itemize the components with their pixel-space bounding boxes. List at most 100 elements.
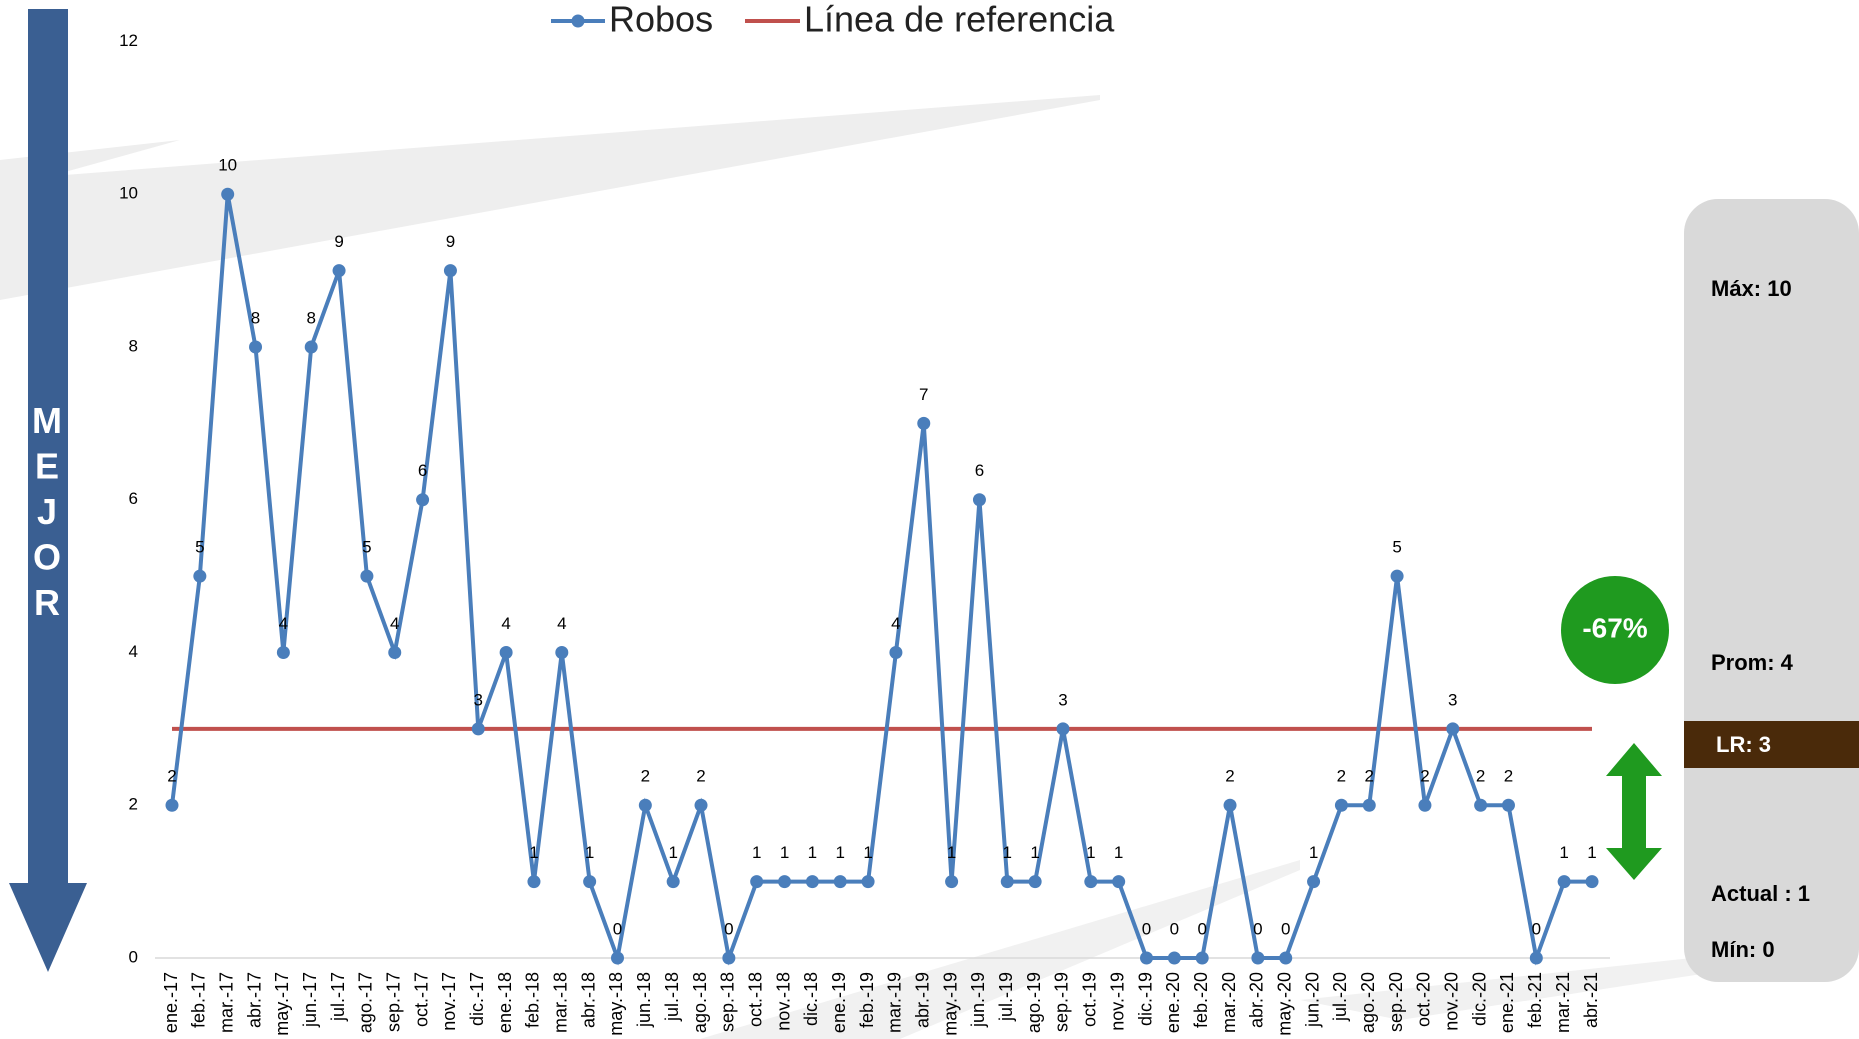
x-tick-label: may.-19 bbox=[940, 972, 960, 1036]
point bbox=[638, 798, 652, 812]
point bbox=[1223, 798, 1237, 812]
data-label: 1 bbox=[836, 843, 845, 862]
x-tick-label: abr.-21 bbox=[1581, 972, 1601, 1028]
point bbox=[443, 264, 457, 278]
point bbox=[1474, 798, 1488, 812]
point bbox=[1362, 798, 1376, 812]
data-label: 2 bbox=[167, 767, 176, 786]
x-tick-label: may.-17 bbox=[272, 972, 292, 1036]
y-tick-label: 0 bbox=[129, 947, 138, 966]
x-tick-label: may.-20 bbox=[1274, 972, 1294, 1036]
data-label: 7 bbox=[919, 385, 928, 404]
reference-band bbox=[1684, 721, 1859, 768]
point bbox=[249, 340, 263, 354]
x-tick-label: sep.-17 bbox=[383, 972, 403, 1032]
data-label: 1 bbox=[1587, 843, 1596, 862]
x-tick-label: oct.-19 bbox=[1080, 972, 1100, 1027]
data-label: 1 bbox=[1309, 843, 1318, 862]
data-label: 1 bbox=[1086, 843, 1095, 862]
min-label: Mín: 0 bbox=[1711, 937, 1775, 962]
x-tick-label: ene.-19 bbox=[829, 972, 849, 1033]
point bbox=[555, 646, 569, 659]
y-tick-label: 12 bbox=[119, 31, 138, 50]
x-tick-label: ago.-19 bbox=[1024, 972, 1044, 1033]
point bbox=[1446, 722, 1460, 736]
point bbox=[332, 264, 346, 278]
data-label: 5 bbox=[362, 538, 371, 557]
x-tick-label: may.-18 bbox=[606, 972, 626, 1036]
data-label: 4 bbox=[390, 614, 399, 633]
data-label: 4 bbox=[279, 614, 288, 633]
x-tick-label: feb.-20 bbox=[1191, 972, 1211, 1028]
point bbox=[416, 493, 430, 507]
range-arrow bbox=[1606, 743, 1662, 880]
data-label: 0 bbox=[1170, 919, 1179, 938]
series-line bbox=[170, 193, 1592, 966]
x-tick-label: abr.-20 bbox=[1247, 972, 1267, 1028]
x-tick-label: dic.-17 bbox=[467, 972, 487, 1026]
point bbox=[833, 875, 847, 889]
data-label: 0 bbox=[1142, 919, 1151, 938]
x-tick-label: feb.-17 bbox=[189, 972, 209, 1028]
data-label: 1 bbox=[863, 843, 872, 862]
y-tick-label: 8 bbox=[129, 336, 138, 355]
data-label: 1 bbox=[1559, 843, 1568, 862]
data-label: 0 bbox=[1197, 919, 1206, 938]
point bbox=[360, 569, 374, 583]
data-label: 0 bbox=[1253, 919, 1262, 938]
data-label: 3 bbox=[1448, 690, 1457, 709]
point bbox=[722, 951, 736, 965]
point bbox=[527, 875, 541, 889]
max-label: Máx: 10 bbox=[1711, 276, 1792, 301]
x-tick-label: ene.-18 bbox=[495, 972, 515, 1033]
data-label: 1 bbox=[668, 843, 677, 862]
data-label: 1 bbox=[1003, 843, 1012, 862]
summary-panel bbox=[1684, 199, 1859, 982]
point bbox=[1251, 951, 1265, 965]
x-tick-label: dic.-19 bbox=[1135, 972, 1155, 1026]
x-tick-label: mar.-17 bbox=[216, 972, 236, 1033]
point bbox=[1056, 722, 1070, 736]
x-tick-label: jul.-17 bbox=[328, 972, 348, 1022]
data-label: 2 bbox=[641, 767, 650, 786]
data-label: 6 bbox=[418, 461, 427, 480]
point bbox=[499, 646, 513, 659]
legend-marker bbox=[571, 14, 585, 28]
y-tick-label: 10 bbox=[119, 184, 138, 203]
data-label: 4 bbox=[891, 614, 900, 633]
x-tick-label: oct.-20 bbox=[1414, 972, 1434, 1027]
x-tick-label: jun.-19 bbox=[968, 972, 988, 1028]
data-label: 1 bbox=[947, 843, 956, 862]
point bbox=[1140, 951, 1154, 965]
point bbox=[1307, 875, 1321, 889]
data-label: 8 bbox=[306, 308, 315, 327]
point bbox=[388, 646, 402, 659]
data-label: 2 bbox=[696, 767, 705, 786]
x-tick-label: jun.-17 bbox=[300, 972, 320, 1028]
data-label: 9 bbox=[446, 232, 455, 251]
x-tick-label: abr.-17 bbox=[244, 972, 264, 1028]
legend-label: Línea de referencia bbox=[804, 0, 1115, 40]
data-label: 8 bbox=[251, 308, 260, 327]
x-tick-label: abr.-19 bbox=[913, 972, 933, 1028]
point bbox=[165, 798, 179, 812]
data-label: 5 bbox=[195, 538, 204, 557]
x-tick-label: feb.-21 bbox=[1525, 972, 1545, 1028]
data-label: 4 bbox=[501, 614, 510, 633]
point bbox=[1279, 951, 1293, 965]
data-label: 0 bbox=[1281, 919, 1290, 938]
x-tick-label: mar.-19 bbox=[885, 972, 905, 1033]
point bbox=[1334, 798, 1348, 812]
point bbox=[1028, 875, 1042, 889]
avg-label: Prom: 4 bbox=[1711, 650, 1794, 675]
x-tick-label: feb.-18 bbox=[523, 972, 543, 1028]
point bbox=[193, 569, 207, 583]
point bbox=[972, 493, 986, 507]
point bbox=[666, 875, 680, 889]
data-label: 1 bbox=[808, 843, 817, 862]
data-label: 1 bbox=[1030, 843, 1039, 862]
point bbox=[1084, 875, 1098, 889]
data-label: 2 bbox=[1420, 767, 1429, 786]
current-label: Actual : 1 bbox=[1711, 881, 1810, 906]
